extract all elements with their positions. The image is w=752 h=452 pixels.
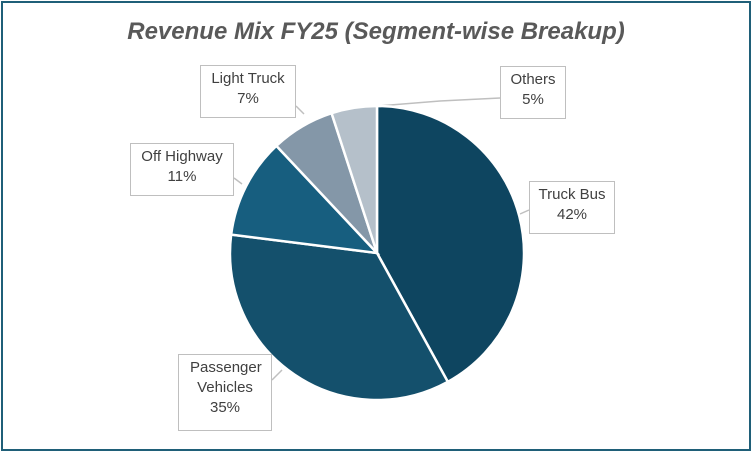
leader-line [295,105,305,115]
pie-slice-passenger-vehicles [228,233,450,402]
chart-title: Revenue Mix FY25 (Segment-wise Breakup) [127,18,625,45]
pie-slice-others [329,104,379,254]
label-category: Off Highway [141,148,223,165]
label-light-truck: Light Truck 7% [200,65,296,118]
label-category: Passenger Vehicles [190,359,262,396]
label-value: 35% [209,399,241,416]
label-category: Light Truck [211,70,285,87]
label-off-highway: Off Highway 11% [130,143,234,196]
label-value: 5% [522,91,544,108]
label-category: Others [510,71,556,88]
pie-slice-truck-bus [375,104,526,384]
label-others: Others 5% [500,66,566,119]
label-truck-bus: Truck Bus 42% [529,181,615,234]
leader-line [519,209,530,215]
label-value: 7% [237,90,259,107]
leader-line [271,369,283,381]
label-value: 42% [556,206,588,223]
label-passenger-vehicles: Passenger Vehicles 35% [178,354,272,431]
label-value: 11% [167,168,197,185]
label-category: Truck Bus [538,186,606,203]
pie-slice-off-highway [229,144,381,255]
leader-line [233,177,243,185]
